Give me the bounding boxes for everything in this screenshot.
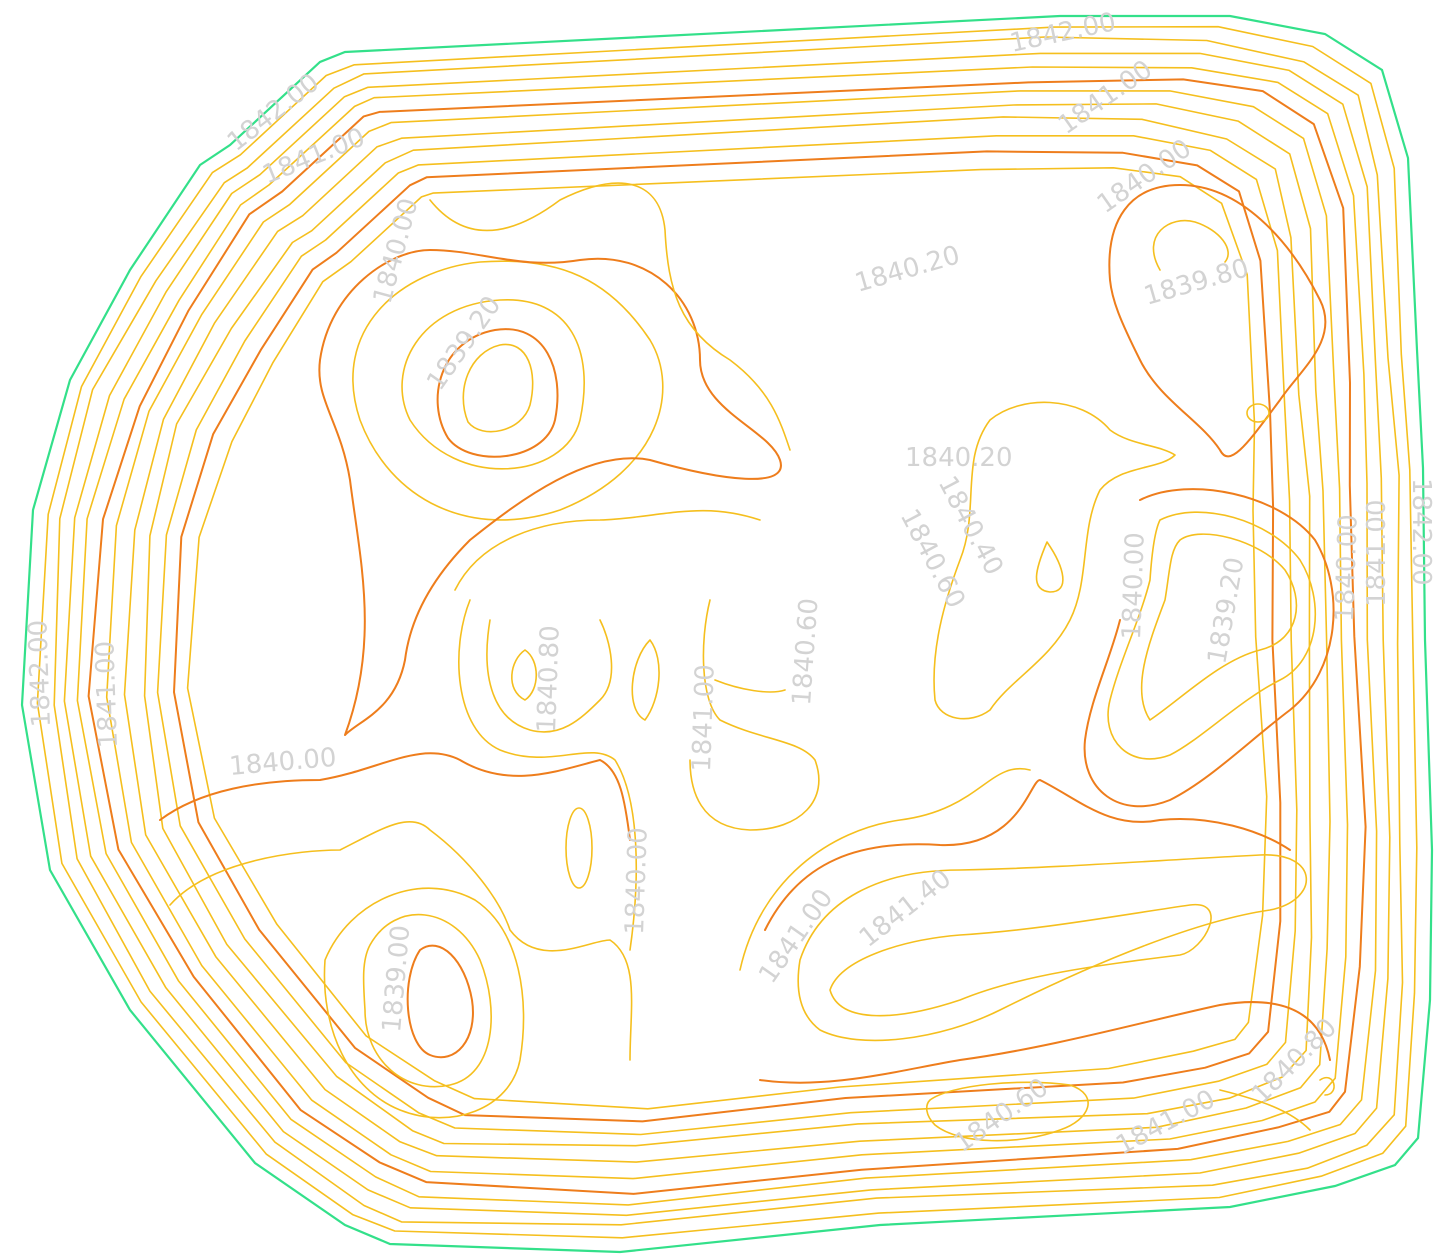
contour-line — [1152, 219, 1229, 271]
contour-line — [362, 913, 492, 1088]
contour-line — [323, 887, 525, 1119]
contour-line — [1219, 1089, 1311, 1131]
contour-label: 1841.00 — [90, 640, 124, 749]
contour-label: 1841.00 — [1362, 499, 1392, 607]
contour-line — [933, 401, 1176, 720]
contour-line — [458, 599, 638, 951]
edge-contour-line — [53, 36, 1404, 1226]
edge-contour-line — [105, 90, 1349, 1180]
contour-line — [511, 649, 537, 701]
contour-line — [1108, 184, 1327, 458]
edge-contour-line — [186, 167, 1268, 1110]
contour-line — [436, 328, 559, 458]
edge-contour-line — [173, 150, 1282, 1123]
contour-line — [462, 343, 534, 433]
contour-line — [401, 299, 585, 470]
interior-contours — [159, 182, 1335, 1142]
contour-line — [1140, 533, 1298, 721]
contour-label: 1839.00 — [377, 924, 416, 1034]
contour-line — [631, 639, 660, 721]
contour-line — [1035, 541, 1064, 593]
contour-line — [689, 599, 820, 831]
contour-line — [714, 679, 786, 693]
contour-label: 1840.80 — [532, 625, 566, 734]
edge-contour-line — [87, 78, 1367, 1195]
contour-line — [925, 1081, 1089, 1142]
contour-label: 1840.80 — [1246, 1013, 1343, 1110]
edge-contour-line — [156, 135, 1298, 1136]
contour-line — [1319, 1076, 1335, 1096]
contour-line — [454, 509, 761, 591]
contour-line — [797, 854, 1308, 1042]
contour-line — [352, 260, 664, 521]
edge-contour-line — [36, 25, 1418, 1239]
contour-line — [1107, 511, 1317, 760]
edge-contour-line — [143, 116, 1313, 1147]
contour-label: 1842.00 — [1406, 478, 1436, 586]
contour-label: 1840.00 — [228, 743, 338, 782]
contour-line — [739, 767, 1031, 971]
contour-label: 1840.00 — [620, 827, 654, 936]
contour-label: 1840.00 — [1330, 514, 1364, 623]
contour-label: 1841.40 — [854, 864, 957, 954]
contour-line — [159, 752, 631, 841]
contour-label: 1841.00 — [687, 664, 721, 773]
contour-label: 1839.20 — [1202, 555, 1250, 666]
edge-contour-line — [63, 52, 1391, 1217]
contour-label: 1839.80 — [1141, 253, 1253, 311]
edge-contour-line — [123, 103, 1331, 1163]
contour-line — [764, 779, 1291, 931]
contour-line — [1246, 403, 1270, 423]
contour-line — [486, 619, 613, 733]
contour-line — [565, 807, 593, 889]
contour-line — [318, 249, 782, 736]
edge-contour-rings — [36, 25, 1418, 1239]
contour-line — [429, 182, 791, 451]
edge-contour-line — [76, 66, 1378, 1206]
contour-line — [759, 1001, 1331, 1084]
contour-line — [169, 820, 633, 1061]
contour-label: 1842.00 — [23, 619, 57, 728]
contour-label: 1840.20 — [852, 240, 964, 298]
contour-label: 1840.60 — [787, 597, 824, 706]
contour-label: 1840.00 — [1117, 532, 1151, 641]
contour-label: 1840.20 — [905, 443, 1013, 473]
contour-line — [829, 904, 1212, 1017]
site-boundary — [20, 14, 1434, 1254]
contour-label: 1841.00 — [258, 122, 369, 190]
contour-line — [1083, 488, 1335, 808]
contour-label: 1841.00 — [753, 884, 839, 989]
contour-line — [406, 944, 474, 1059]
